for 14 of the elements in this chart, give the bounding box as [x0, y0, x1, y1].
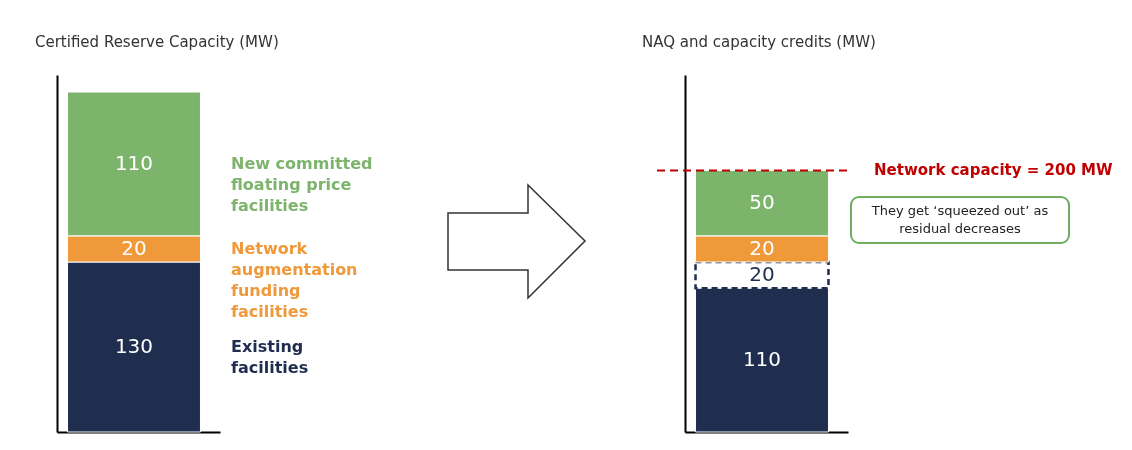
chart-title: NAQ and capacity credits (MW) [642, 33, 876, 51]
data-label: 20 [749, 235, 775, 260]
data-label: 20 [749, 262, 775, 287]
data-label: 110 [114, 150, 154, 175]
series-label: New committed floating price facilities [230, 153, 373, 215]
data-label: 130 [114, 334, 154, 358]
data-label: 20 [121, 235, 147, 260]
text: They get ‘squeezed out’ as residual decreases [850, 196, 1070, 244]
series-label: Network augmentation funding facilities [230, 238, 358, 321]
chart-title: Certified Reserve Capacity (MW) [35, 33, 279, 51]
data-label: 50 [749, 190, 775, 215]
ref-line-label: Network capacity = 200 MW [874, 161, 1113, 180]
data-label: 110 [742, 347, 782, 372]
series-label: Existing facilities [230, 337, 309, 377]
